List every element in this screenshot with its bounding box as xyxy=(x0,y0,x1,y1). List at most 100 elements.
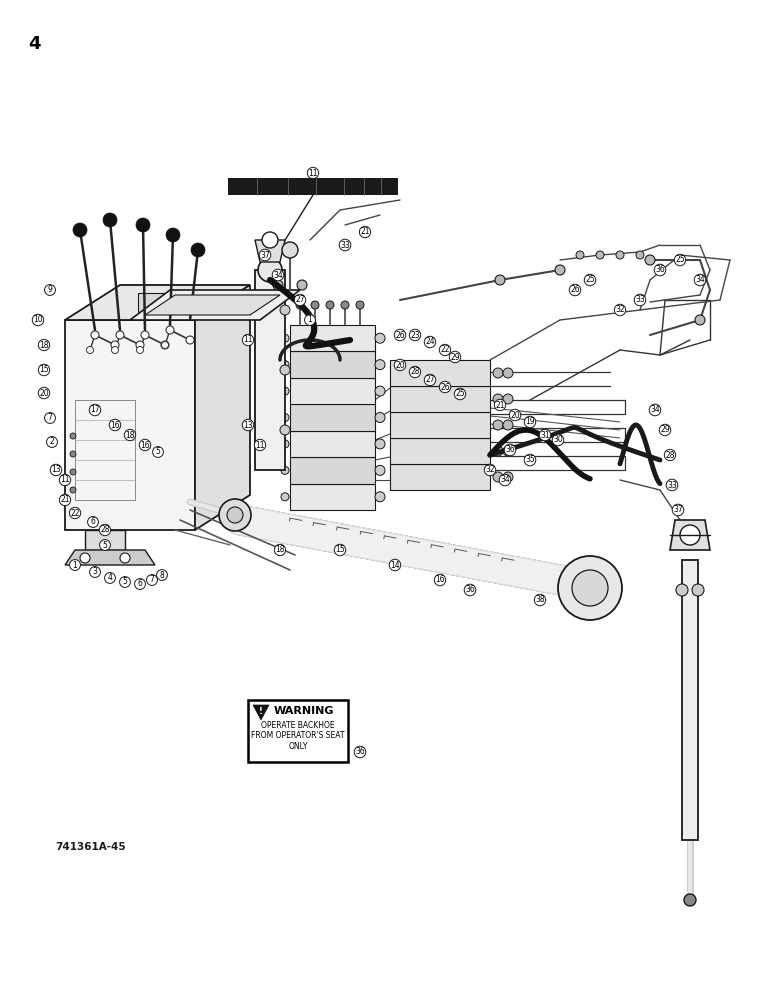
Circle shape xyxy=(281,414,289,422)
Text: 17: 17 xyxy=(90,406,100,414)
Circle shape xyxy=(503,368,513,378)
Text: 30: 30 xyxy=(553,436,563,444)
Text: 13: 13 xyxy=(243,420,252,430)
Circle shape xyxy=(282,242,298,258)
Text: 33: 33 xyxy=(340,240,350,249)
Text: 34: 34 xyxy=(500,476,510,485)
Text: 7: 7 xyxy=(150,576,154,584)
Text: 5: 5 xyxy=(123,578,127,586)
Text: 16: 16 xyxy=(110,420,120,430)
Circle shape xyxy=(645,255,655,265)
Text: 35: 35 xyxy=(525,456,535,464)
Circle shape xyxy=(161,341,169,349)
Bar xyxy=(390,386,490,412)
Bar xyxy=(682,560,698,840)
Circle shape xyxy=(495,275,505,285)
Text: 33: 33 xyxy=(667,481,677,489)
Text: 31: 31 xyxy=(540,430,550,440)
Circle shape xyxy=(341,301,349,309)
Circle shape xyxy=(558,556,622,620)
Text: WARNING: WARNING xyxy=(274,706,334,716)
Bar xyxy=(390,412,490,438)
Text: 21: 21 xyxy=(361,228,370,236)
Polygon shape xyxy=(130,290,300,320)
Text: 27: 27 xyxy=(425,375,435,384)
Circle shape xyxy=(493,368,503,378)
Text: 1: 1 xyxy=(307,316,313,324)
Circle shape xyxy=(281,440,289,448)
Text: 16: 16 xyxy=(141,440,150,450)
Circle shape xyxy=(262,232,278,248)
Circle shape xyxy=(375,412,385,422)
Text: 18: 18 xyxy=(276,546,285,554)
Circle shape xyxy=(137,347,144,354)
Text: 36: 36 xyxy=(655,265,665,274)
Text: 25: 25 xyxy=(585,275,594,284)
Circle shape xyxy=(503,394,513,404)
Polygon shape xyxy=(195,285,250,530)
Text: 4: 4 xyxy=(28,35,40,53)
Text: 22: 22 xyxy=(440,346,450,355)
Circle shape xyxy=(684,894,696,906)
Polygon shape xyxy=(65,320,195,530)
Bar xyxy=(390,464,490,490)
Bar xyxy=(390,360,490,386)
Text: 28: 28 xyxy=(665,450,675,460)
Circle shape xyxy=(111,341,119,349)
Circle shape xyxy=(280,425,290,435)
Text: 5: 5 xyxy=(103,540,107,550)
Polygon shape xyxy=(85,530,125,550)
Polygon shape xyxy=(145,295,280,315)
Circle shape xyxy=(258,258,282,282)
Polygon shape xyxy=(253,705,269,720)
Circle shape xyxy=(281,361,289,369)
Circle shape xyxy=(375,492,385,502)
Text: 1: 1 xyxy=(73,560,77,570)
Polygon shape xyxy=(255,240,285,262)
Bar xyxy=(290,484,375,510)
Text: 37: 37 xyxy=(260,250,270,259)
Bar xyxy=(228,178,398,195)
Bar xyxy=(290,351,375,378)
Bar xyxy=(255,270,285,470)
Circle shape xyxy=(191,243,205,257)
Text: 25: 25 xyxy=(455,389,465,398)
Circle shape xyxy=(70,451,76,457)
Text: 20: 20 xyxy=(395,360,405,369)
Circle shape xyxy=(296,301,304,309)
Circle shape xyxy=(86,347,93,354)
Text: 9: 9 xyxy=(48,286,52,294)
Circle shape xyxy=(116,331,124,339)
Polygon shape xyxy=(670,520,710,550)
Circle shape xyxy=(281,466,289,474)
Text: 26: 26 xyxy=(440,382,450,391)
Text: 8: 8 xyxy=(160,570,164,580)
Polygon shape xyxy=(138,293,230,312)
Bar xyxy=(390,438,490,464)
Text: 29: 29 xyxy=(660,426,670,434)
Text: 23: 23 xyxy=(410,330,420,340)
Circle shape xyxy=(375,386,385,396)
Text: 36: 36 xyxy=(505,446,515,454)
Circle shape xyxy=(141,331,149,339)
Text: 26: 26 xyxy=(571,286,580,294)
Text: 37: 37 xyxy=(673,506,683,514)
Circle shape xyxy=(111,347,118,354)
Text: 13: 13 xyxy=(51,466,61,475)
Circle shape xyxy=(219,499,251,531)
Circle shape xyxy=(91,331,99,339)
Text: 21: 21 xyxy=(496,400,505,410)
Text: 34: 34 xyxy=(273,270,283,279)
Circle shape xyxy=(280,305,290,315)
Circle shape xyxy=(596,251,604,259)
Bar xyxy=(290,457,375,484)
Circle shape xyxy=(166,326,174,334)
Text: 32: 32 xyxy=(485,466,495,475)
Text: 28: 28 xyxy=(410,367,420,376)
Circle shape xyxy=(375,439,385,449)
Text: 33: 33 xyxy=(635,296,645,304)
Text: 18: 18 xyxy=(125,430,135,440)
Bar xyxy=(75,400,135,500)
Circle shape xyxy=(103,213,117,227)
Text: 11: 11 xyxy=(308,168,318,178)
